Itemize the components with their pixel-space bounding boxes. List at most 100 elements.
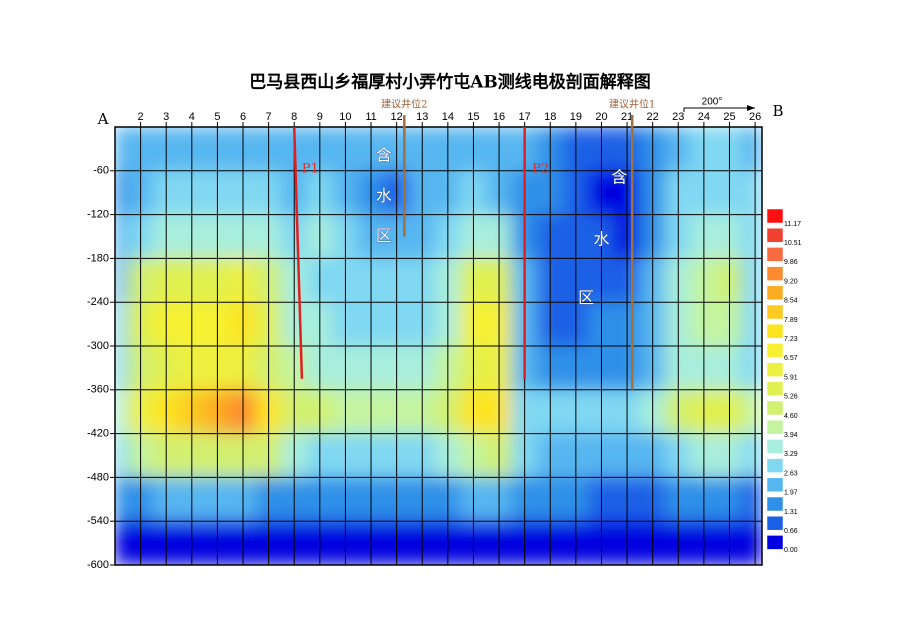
colorbar-box xyxy=(766,285,784,301)
x-tick-label: 22 xyxy=(647,111,659,123)
colorbar-box xyxy=(766,419,784,435)
y-tick-label: -120 xyxy=(87,209,109,221)
x-tick-label: 7 xyxy=(266,111,272,123)
x-tick-label: 13 xyxy=(416,111,428,123)
colorbar-label: 11.17 xyxy=(784,221,801,228)
x-tick-label: 18 xyxy=(544,111,556,123)
x-tick-label: 23 xyxy=(672,111,684,123)
cell xyxy=(741,345,762,391)
x-tick-label: 10 xyxy=(339,111,351,123)
colorbar-box xyxy=(766,496,784,512)
colorbar-label: 5.26 xyxy=(784,394,798,401)
x-tick-label: 11 xyxy=(365,111,376,123)
x-tick-label: 4 xyxy=(189,111,195,123)
colorbar-label: 0.00 xyxy=(784,547,798,554)
x-tick-label: 17 xyxy=(519,111,531,123)
colorbar-box xyxy=(766,400,784,416)
colorbar-label: 5.91 xyxy=(784,374,798,381)
x-tick-label: 16 xyxy=(493,111,505,123)
x-tick-label: 20 xyxy=(595,111,607,123)
colorbar-label: 3.94 xyxy=(784,432,798,439)
well-label: 建议井位1 xyxy=(609,98,655,111)
cell xyxy=(115,520,129,565)
cell xyxy=(115,214,129,259)
x-tick-label: 19 xyxy=(570,111,582,123)
x-tick-label: 24 xyxy=(698,111,710,123)
colorbar-box xyxy=(766,515,784,531)
colorbar-label: 10.51 xyxy=(784,240,802,247)
cell xyxy=(115,433,129,478)
water-zone-text: 含 xyxy=(611,168,627,187)
colorbar-box xyxy=(766,535,784,550)
x-tick-label: 25 xyxy=(723,111,735,123)
x-tick-label: 2 xyxy=(138,111,144,123)
x-tick-label: 9 xyxy=(317,111,323,123)
bearing: 200° xyxy=(702,97,723,108)
colorbar-box xyxy=(766,381,784,397)
colorbar-box xyxy=(766,227,784,243)
y-tick-label: -360 xyxy=(87,384,109,396)
colorbar-box xyxy=(766,343,784,358)
colorbar-label: 8.54 xyxy=(784,298,798,305)
x-tick-label: 12 xyxy=(391,111,403,123)
cell xyxy=(115,389,129,435)
profile-line xyxy=(292,126,304,379)
colorbar-label: 1.31 xyxy=(784,509,798,516)
cell xyxy=(741,389,762,435)
bearing-arrow xyxy=(683,105,755,112)
profile-label: P2 xyxy=(532,161,549,176)
water-zone-text: 含 xyxy=(376,146,392,165)
cell xyxy=(115,476,129,522)
cell xyxy=(741,257,762,303)
cell xyxy=(741,170,762,216)
cell xyxy=(115,127,129,172)
colorbar-label: 9.20 xyxy=(784,278,798,285)
end-label: B xyxy=(772,102,783,120)
y-tick-label: -600 xyxy=(87,559,109,571)
overlay: 2 3 4 5 6 7 8 9 10 11 12 13 14 15 16 17 18 19 20 21 22 23 24 25… xyxy=(87,98,802,571)
well-label: 建议井位2 xyxy=(381,98,427,111)
cell xyxy=(741,127,762,172)
colorbar-box xyxy=(766,362,784,377)
y-tick-label: -240 xyxy=(87,296,109,308)
colorbar-label: 9.86 xyxy=(784,259,798,266)
colorbar-box xyxy=(766,247,784,262)
y-tick-label: -60 xyxy=(93,165,109,177)
start-label: A xyxy=(97,110,109,128)
colorbar-label: 7.89 xyxy=(784,317,798,324)
cell xyxy=(741,433,762,478)
colorbar-box xyxy=(766,304,784,320)
cell xyxy=(115,170,129,216)
colorbar-label: 2.63 xyxy=(784,470,798,477)
y-tick-label: -420 xyxy=(87,428,109,440)
y-tick-label: -180 xyxy=(87,252,109,264)
colorbar-label: 1.97 xyxy=(784,490,798,497)
colorbar-label: 6.57 xyxy=(784,355,798,362)
cell xyxy=(741,520,762,565)
colorbar-label: 4.60 xyxy=(784,413,798,420)
cell xyxy=(741,476,762,522)
cell xyxy=(115,301,129,347)
profile-label: P1 xyxy=(302,161,319,176)
water-zone-text: 区 xyxy=(376,226,392,245)
x-tick-label: 3 xyxy=(163,111,169,123)
colorbar-box xyxy=(766,323,784,339)
colorbar-box xyxy=(766,439,784,454)
y-tick-label: -300 xyxy=(87,340,109,352)
x-tick-label: 8 xyxy=(291,111,297,123)
water-zone-text: 区 xyxy=(578,288,594,307)
colorbar-label: 3.29 xyxy=(784,451,798,458)
x-tick-label: 26 xyxy=(749,111,761,123)
y-tick-label: -480 xyxy=(87,471,109,483)
colorbar-box xyxy=(766,266,784,281)
cell xyxy=(115,257,129,303)
cell xyxy=(741,301,762,347)
x-tick-label: 14 xyxy=(442,111,454,123)
water-zone-text: 水 xyxy=(376,186,392,205)
x-tick-label: 21 xyxy=(621,111,633,123)
x-tick-label: 5 xyxy=(214,111,220,123)
colorbar-box xyxy=(766,477,784,493)
x-tick-label: 15 xyxy=(467,111,479,123)
